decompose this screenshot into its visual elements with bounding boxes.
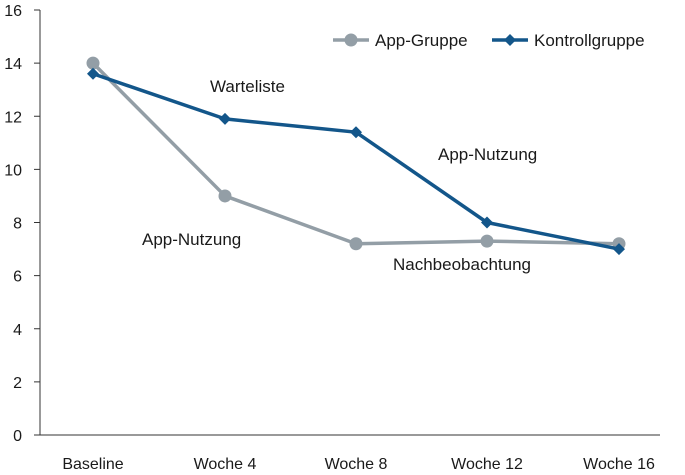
x-tick-label: Woche 8: [325, 456, 388, 473]
legend-marker: [504, 34, 516, 46]
x-axis-ticks: Baseline Woche 4 Woche 8 Woche 12 Woche 16: [62, 456, 655, 473]
data-point: [218, 189, 232, 203]
data-point: [350, 126, 362, 139]
y-tick-label: 10: [4, 162, 22, 179]
y-tick-label: 4: [13, 322, 22, 339]
data-point: [219, 112, 231, 125]
y-tick-label: 6: [13, 269, 22, 286]
y-tick-label: 2: [13, 375, 22, 392]
data-point: [349, 237, 363, 251]
annotation-label: App-Nutzung: [142, 230, 241, 249]
y-tick-label: 0: [13, 428, 22, 445]
legend-marker: [344, 33, 358, 47]
legend-item: App-Gruppe: [333, 31, 468, 50]
annotation-label: Warteliste: [210, 77, 285, 96]
series-line: [91, 61, 620, 246]
legend-label: Kontrollgruppe: [534, 31, 645, 50]
y-tick-label: 16: [4, 3, 22, 20]
y-tick-label: 8: [13, 216, 22, 233]
y-axis-ticks: 0 2 4 6 8 10 12 14 16: [4, 3, 40, 445]
series-app-gruppe: [86, 56, 626, 251]
legend-label: App-Gruppe: [375, 31, 468, 50]
legend-item: Kontrollgruppe: [492, 31, 645, 50]
series-group: [86, 56, 626, 256]
x-tick-label: Baseline: [62, 456, 123, 473]
x-tick-label: Woche 12: [451, 456, 523, 473]
data-point: [87, 67, 99, 80]
x-tick-label: Woche 4: [194, 456, 257, 473]
axes: [39, 10, 660, 436]
y-tick-label: 12: [4, 109, 22, 126]
data-point: [481, 216, 493, 229]
legend: App-Gruppe Kontrollgruppe: [333, 31, 645, 50]
annotation-label: Nachbeobachtung: [393, 255, 531, 274]
annotation-label: App-Nutzung: [438, 145, 537, 164]
x-tick-label: Woche 16: [583, 456, 655, 473]
series-kontrollgruppe: [87, 67, 625, 256]
annotations: Warteliste App-Nutzung App-Nutzung Nachbeob…: [142, 77, 537, 274]
data-point: [86, 56, 100, 70]
data-point: [613, 243, 625, 256]
series-line: [92, 72, 620, 251]
data-point: [480, 234, 494, 248]
y-tick-label: 14: [4, 56, 22, 73]
